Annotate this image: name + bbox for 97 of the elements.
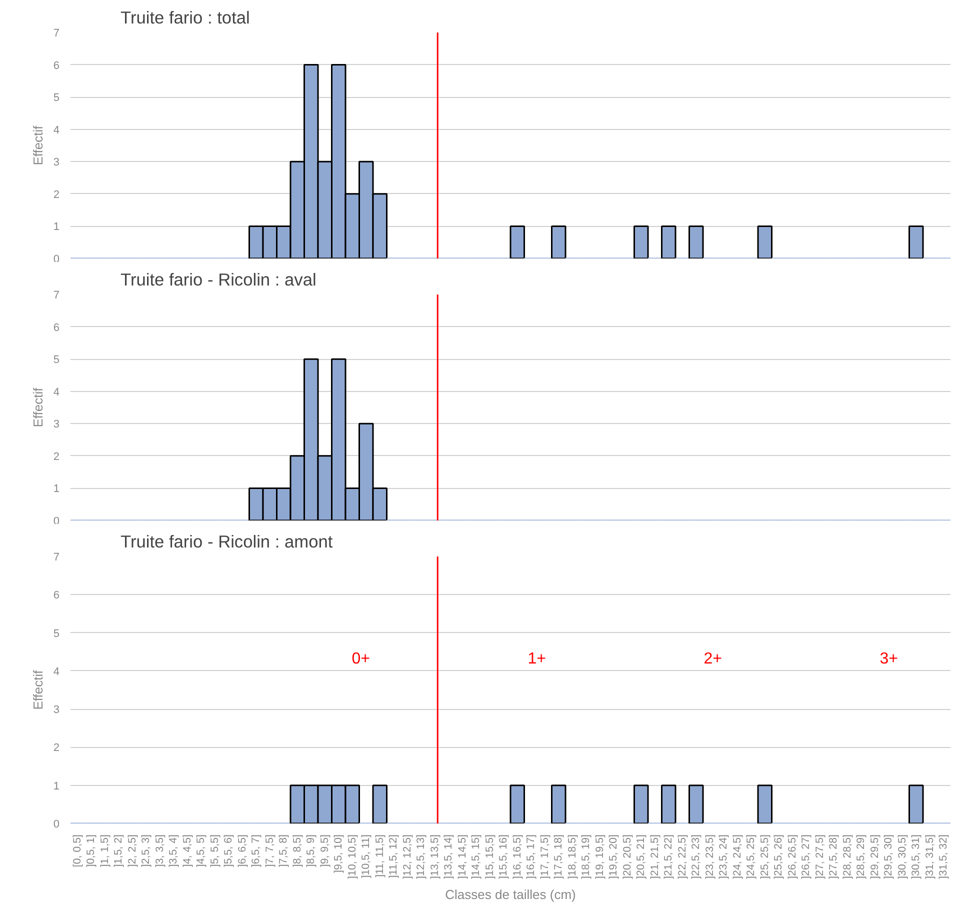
y-tick-label: 1 xyxy=(53,221,60,234)
x-tick-label: ]6,5, 7] xyxy=(250,834,262,868)
y-tick-label: 1 xyxy=(53,483,60,496)
y-axis-title: Effectif xyxy=(30,387,46,428)
x-tick-label: ]14, 14,5] xyxy=(456,834,468,879)
x-tick-label: ]5, 5,5] xyxy=(208,834,221,868)
x-tick-label: ]16,5, 17] xyxy=(525,834,538,879)
x-tick-label: ]3,5, 4] xyxy=(168,834,180,868)
x-tick-label: ]28, 28,5] xyxy=(841,834,854,879)
y-tick-label: 4 xyxy=(53,666,60,678)
y-tick-label: 7 xyxy=(53,28,60,40)
y-tick-label: 2 xyxy=(53,188,60,201)
x-tick-label: ]22, 22,5] xyxy=(676,834,688,879)
x-tick-label: ]26, 26,5] xyxy=(786,834,798,879)
x-tick-label: ]12, 12,5] xyxy=(401,834,414,879)
y-tick-label: 4 xyxy=(53,124,60,136)
x-tick-label: [0, 0,5] xyxy=(71,834,84,868)
y-tick-label: 5 xyxy=(53,628,60,640)
y-tick-label: 1 xyxy=(53,780,60,792)
annotation: 1+ xyxy=(528,650,546,668)
y-tick-label: 0 xyxy=(53,818,60,830)
x-tick-label: ]1,5, 2] xyxy=(112,834,125,868)
x-tick-label: ]22,5, 23] xyxy=(690,834,702,879)
chart-title: Truite fario - Ricolin : amont xyxy=(120,532,333,552)
x-tick-label: ]7,5, 8] xyxy=(278,834,290,868)
x-tick-label: ]2, 2,5] xyxy=(126,834,138,868)
x-tick-label: ]13,5, 14] xyxy=(442,834,455,879)
x-tick-label: ]1, 1,5] xyxy=(98,834,111,868)
x-tick-label: ]16, 16,5] xyxy=(511,834,524,879)
y-tick-label: 3 xyxy=(53,704,60,716)
y-tick-label: 7 xyxy=(53,552,60,564)
x-tick-label: ]30, 30,5] xyxy=(896,834,908,879)
x-tick-label: ]20,5, 21] xyxy=(635,834,648,879)
x-tick-label: ]18, 18,5] xyxy=(566,834,578,879)
x-tick-label: ]5,5, 6] xyxy=(222,834,235,868)
x-tick-label: ]12,5, 13] xyxy=(415,834,428,879)
y-tick-label: 2 xyxy=(53,450,60,463)
x-tick-label: ]30,5, 31] xyxy=(910,834,922,879)
x-tick-label: ]14,5, 15] xyxy=(470,834,482,879)
x-tick-label: ]3, 3,5] xyxy=(154,834,166,868)
y-tick-label: 3 xyxy=(53,418,60,431)
x-tick-label: ]29, 29,5] xyxy=(868,834,881,879)
y-tick-label: 6 xyxy=(53,590,60,602)
x-tick-label: ]13, 13,5] xyxy=(428,834,441,879)
y-tick-label: 5 xyxy=(53,354,60,366)
x-axis-title: Classes de tailles (cm) xyxy=(445,886,576,902)
x-tick-label: ]4,5, 5] xyxy=(195,834,208,868)
y-axis-title: Effectif xyxy=(30,670,46,710)
x-tick-label: ]15,5, 16] xyxy=(498,834,510,879)
x-tick-label: ]8,5, 9] xyxy=(305,834,318,868)
y-tick-label: 5 xyxy=(53,92,60,104)
x-tick-label: ]9,5, 10] xyxy=(332,834,345,874)
x-tick-label: ]6, 6,5] xyxy=(236,834,248,868)
x-tick-label: ]19, 19,5] xyxy=(594,834,606,879)
x-tick-label: ]21, 21,5] xyxy=(648,834,661,879)
x-tick-label: ]7, 7,5] xyxy=(264,834,276,868)
x-tick-label: ]4, 4,5] xyxy=(181,834,194,868)
x-tick-label: ]31,5, 32] xyxy=(938,834,950,879)
x-tick-label: ]23, 23,5] xyxy=(704,834,716,879)
chart-title: Truite fario : total xyxy=(120,8,250,28)
y-tick-label: 4 xyxy=(53,386,60,398)
x-tick-label: ]15, 15,5] xyxy=(484,834,496,879)
x-tick-label: ]27,5, 28] xyxy=(828,834,840,879)
x-tick-label: ]25,5, 26] xyxy=(772,834,785,879)
x-tick-label: ]31, 31,5] xyxy=(924,834,936,879)
y-tick-label: 6 xyxy=(53,322,60,334)
x-tick-label: ]11,5, 12] xyxy=(388,834,400,878)
x-tick-label: ]26,5, 27] xyxy=(800,834,812,879)
x-tick-label: ]10,5, 11] xyxy=(360,834,372,878)
y-tick-label: 6 xyxy=(53,60,60,72)
x-tick-label: ]17, 17,5] xyxy=(538,834,551,879)
chart-title: Truite fario - Ricolin : aval xyxy=(120,270,316,290)
x-tick-label: ]2,5, 3] xyxy=(140,834,152,868)
x-tick-label: ]27, 27,5] xyxy=(814,834,826,879)
x-tick-label: ]18,5, 19] xyxy=(580,834,592,879)
x-tick-label: ]24,5, 25] xyxy=(745,834,758,879)
y-tick-label: 7 xyxy=(53,290,60,302)
x-tick-label: ]20, 20,5] xyxy=(621,834,634,879)
annotation: 2+ xyxy=(704,650,722,668)
x-tick-label: ]8, 8,5] xyxy=(291,834,304,868)
annotation: 3+ xyxy=(880,650,898,668)
y-axis-title: Effectif xyxy=(30,125,46,166)
x-tick-label: ]19,5, 20] xyxy=(608,834,620,879)
x-tick-label: ]29,5, 30] xyxy=(882,834,895,879)
x-tick-label: ]24, 24,5] xyxy=(731,834,744,879)
x-tick-label: ]9, 9,5] xyxy=(318,834,331,868)
x-tick-label: ]28,5, 29] xyxy=(855,834,868,879)
x-tick-label: ]17,5, 18] xyxy=(552,834,565,879)
x-tick-label: ]11, 11,5] xyxy=(374,834,386,878)
x-tick-label: ]25, 25,5] xyxy=(758,834,771,879)
y-tick-label: 2 xyxy=(53,742,60,754)
x-tick-label: ]23,5, 24] xyxy=(718,834,730,879)
x-tick-label: ]10, 10,5] xyxy=(346,834,358,879)
y-tick-label: 3 xyxy=(53,156,60,169)
annotation: 0+ xyxy=(352,650,370,668)
x-tick-label: ]21,5, 22] xyxy=(662,834,675,879)
x-tick-label: ]0,5, 1] xyxy=(85,834,98,868)
